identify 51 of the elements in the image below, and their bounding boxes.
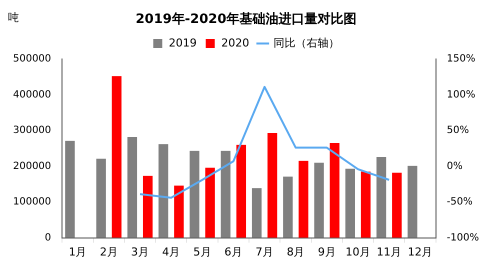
bar bbox=[268, 133, 278, 238]
x-tick-label: 7月 bbox=[256, 245, 274, 258]
bar bbox=[236, 144, 246, 238]
y-tick-label: 200000 bbox=[12, 160, 52, 172]
bar bbox=[96, 158, 106, 238]
bar bbox=[392, 172, 402, 238]
bar bbox=[376, 156, 386, 238]
x-tick-label: 10月 bbox=[345, 245, 370, 258]
bar bbox=[408, 166, 418, 238]
x-tick-label: 3月 bbox=[131, 245, 150, 258]
bar bbox=[330, 143, 340, 238]
y2-tick-label: 100% bbox=[446, 89, 476, 100]
y2-tick-label: -100% bbox=[446, 232, 480, 244]
bar bbox=[252, 188, 262, 238]
x-tick-label: 8月 bbox=[286, 245, 305, 258]
x-tick-label: 11月 bbox=[376, 245, 402, 258]
legend-label: 同比（右轴） bbox=[274, 36, 340, 50]
x-tick-label: 5月 bbox=[193, 245, 212, 258]
legend-label: 2019 bbox=[168, 36, 197, 50]
bar bbox=[298, 160, 308, 238]
y-tick-label: 100000 bbox=[12, 196, 52, 208]
bar bbox=[190, 150, 200, 238]
x-tick-label: 9月 bbox=[318, 245, 336, 258]
chart-title: 2019年-2020年基础油进口量对比图 bbox=[136, 12, 356, 27]
bar bbox=[142, 176, 153, 238]
y2-tick-label: 50% bbox=[446, 125, 470, 136]
x-tick-label: 2月 bbox=[100, 245, 118, 258]
bar bbox=[174, 186, 184, 238]
y-tick-label: 300000 bbox=[12, 125, 52, 136]
bar bbox=[127, 136, 138, 238]
bar bbox=[360, 172, 371, 238]
y2-tick-label: 0% bbox=[446, 160, 463, 172]
bar bbox=[205, 168, 215, 238]
bar bbox=[345, 168, 356, 238]
x-tick-label: 4月 bbox=[162, 245, 180, 258]
x-tick-label: 12月 bbox=[408, 245, 433, 258]
bar bbox=[314, 162, 324, 238]
y-tick-label: 400000 bbox=[12, 89, 52, 100]
y2-tick-label: -50% bbox=[446, 196, 473, 208]
bar bbox=[283, 176, 293, 238]
y-axis-title: 吨 bbox=[8, 10, 19, 25]
bar bbox=[112, 76, 122, 238]
y2-tick-label: 150% bbox=[446, 54, 476, 65]
y-tick-label: 500000 bbox=[12, 54, 52, 65]
x-tick-label: 1月 bbox=[68, 245, 87, 258]
bar bbox=[220, 150, 230, 238]
y-tick-label: 0 bbox=[44, 232, 52, 244]
x-tick-label: 6月 bbox=[224, 245, 242, 258]
bar bbox=[158, 144, 168, 238]
bar bbox=[65, 140, 75, 238]
legend-label: 2020 bbox=[221, 36, 250, 50]
